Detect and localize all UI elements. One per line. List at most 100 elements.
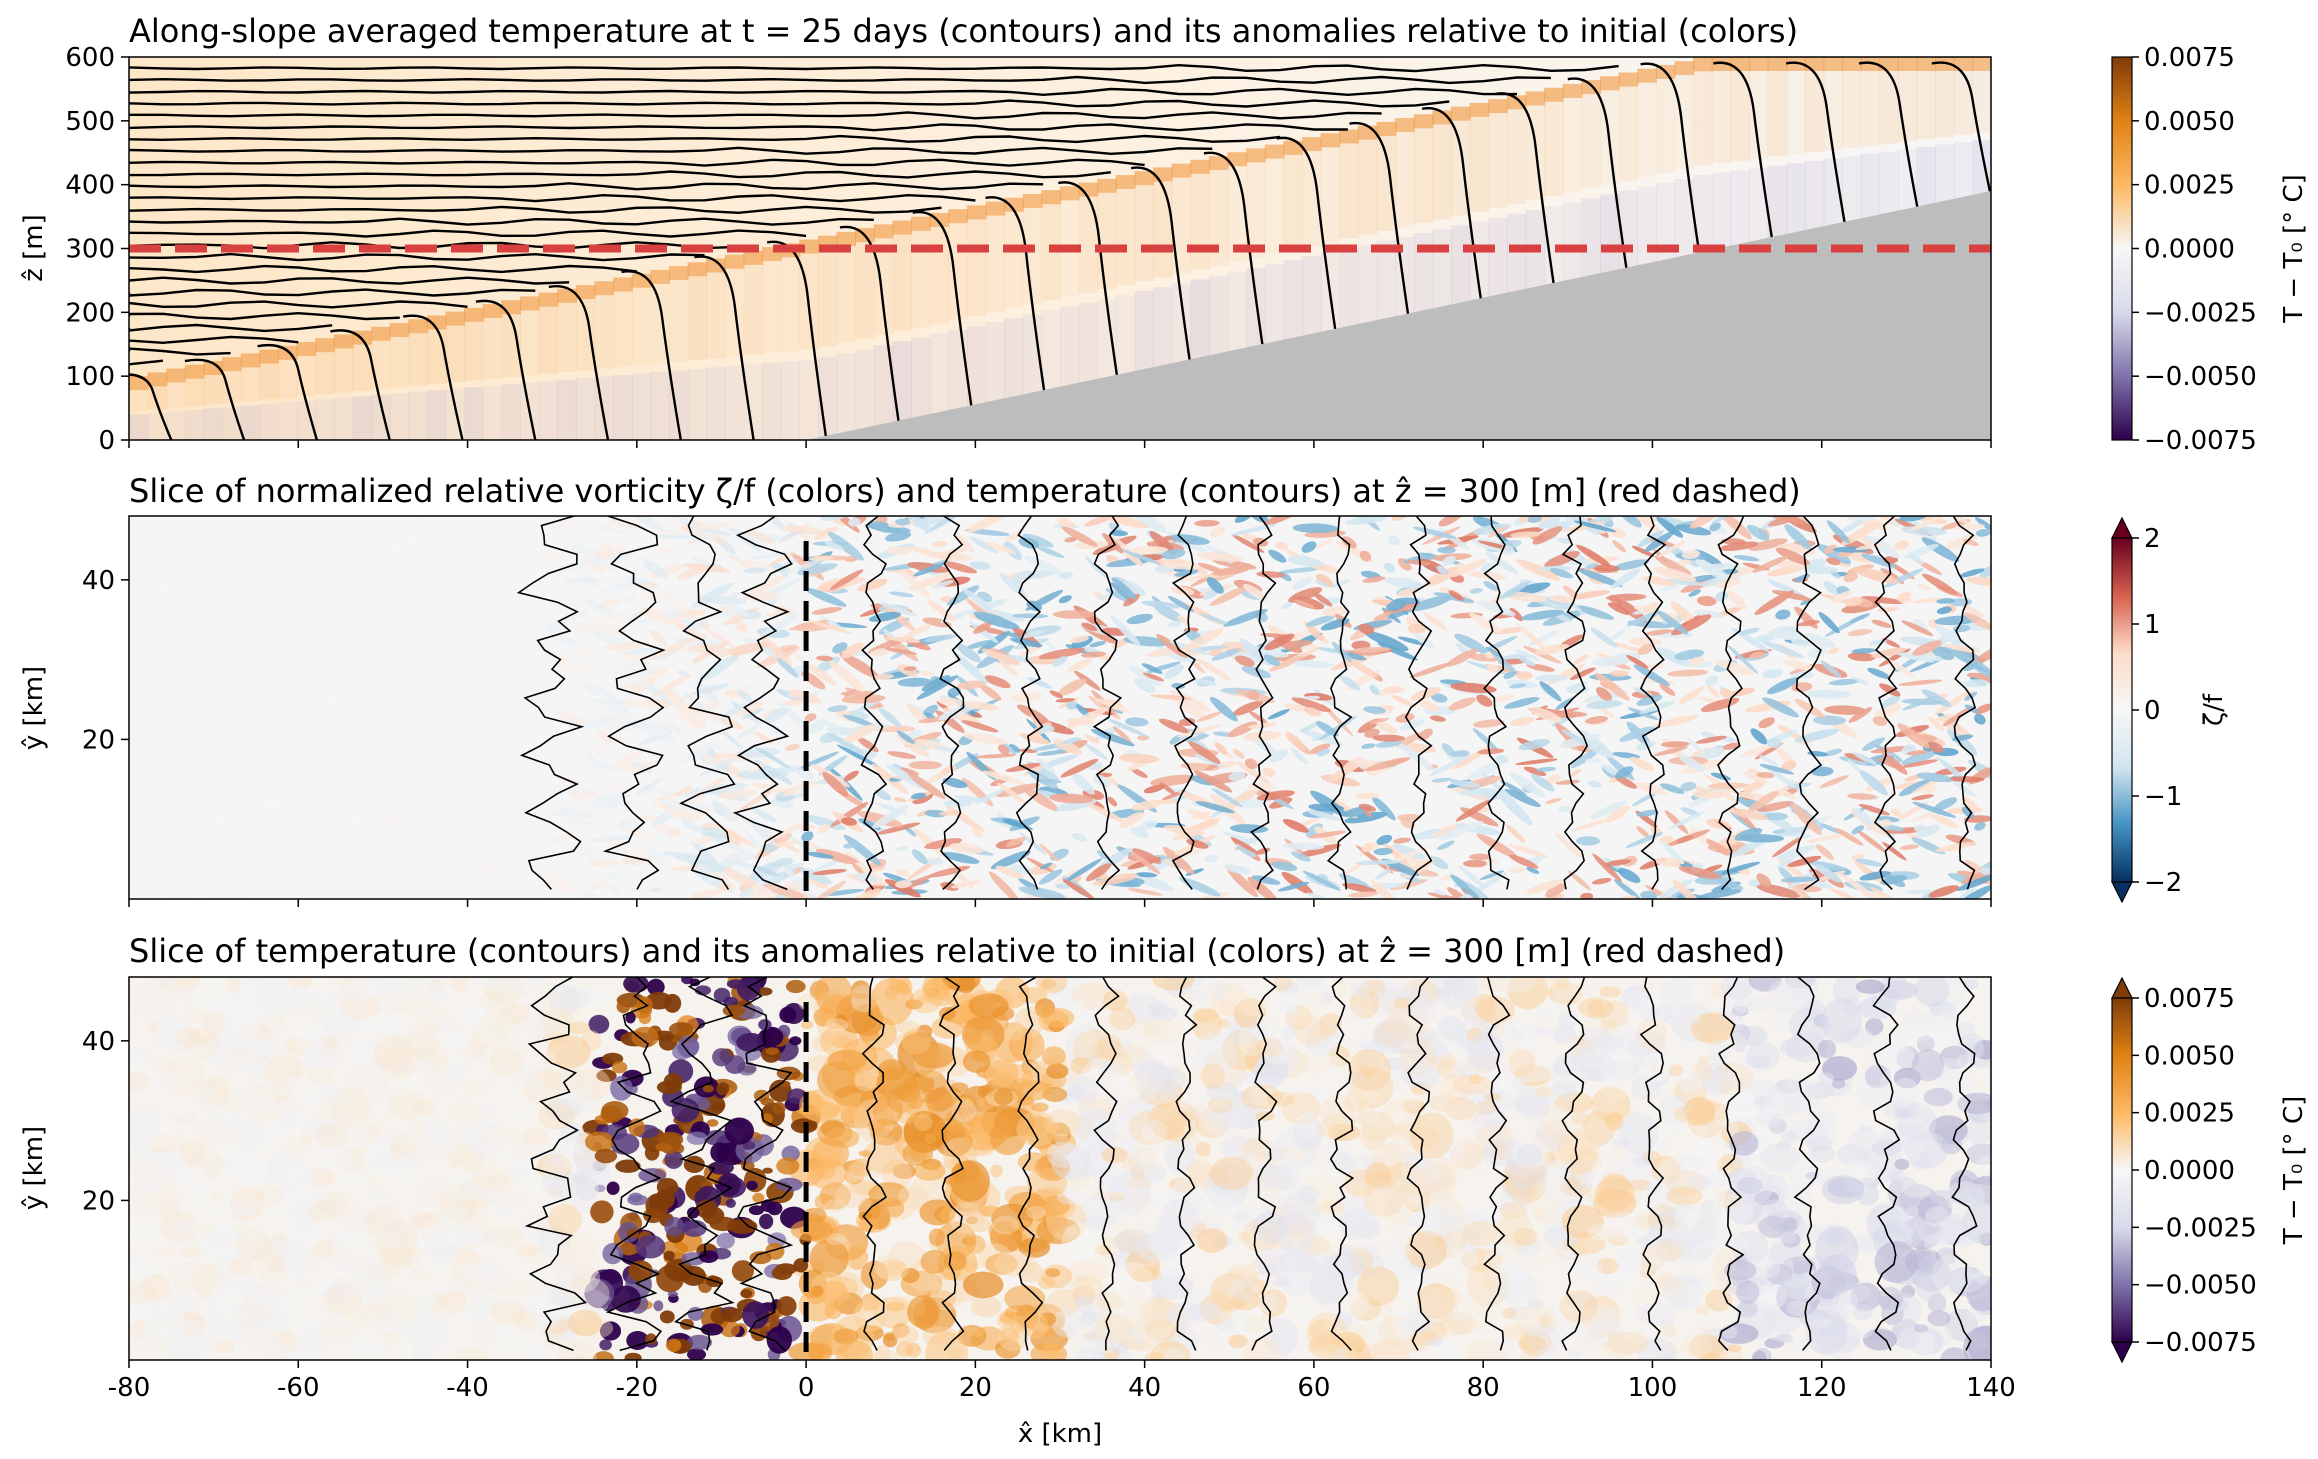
vorticity-eddy	[1695, 559, 1731, 582]
vorticity-eddy	[250, 841, 264, 847]
anomaly-blob	[560, 987, 591, 1009]
anomaly-blob	[1515, 1294, 1528, 1303]
panel-2-temperature-contours	[516, 516, 1977, 891]
anomaly-stripe-cool	[911, 337, 931, 418]
anomaly-blob	[539, 1244, 578, 1270]
vorticity-eddy	[814, 526, 839, 540]
anomaly-blob	[1534, 1002, 1557, 1020]
vorticity-eddy	[973, 621, 992, 634]
vorticity-eddy	[1024, 555, 1062, 575]
anomaly-blob	[593, 1351, 614, 1360]
vorticity-eddy	[365, 631, 397, 645]
vorticity-eddy	[811, 606, 843, 615]
vorticity-eddy	[258, 620, 286, 631]
anomaly-blob	[1208, 1168, 1228, 1183]
vorticity-eddy	[1518, 739, 1550, 751]
anomaly-stripe-cool	[1376, 240, 1397, 321]
vorticity-eddy	[176, 866, 200, 874]
temperature-contour	[129, 87, 1517, 97]
vorticity-eddy	[1858, 804, 1890, 816]
vorticity-eddy	[1505, 824, 1526, 843]
anomaly-blob	[1699, 1200, 1721, 1223]
vorticity-eddy	[1768, 516, 1800, 527]
vorticity-eddy	[376, 533, 417, 555]
anomaly-blob	[1904, 1131, 1949, 1169]
anomaly-blob	[1500, 1202, 1514, 1211]
anomaly-stripe-edge	[892, 220, 913, 235]
vorticity-eddy	[1322, 606, 1348, 617]
anomaly-stripe-cool	[389, 393, 410, 440]
anomaly-stripe-edge	[1897, 57, 1918, 71]
vorticity-eddy	[1135, 872, 1158, 878]
vorticity-eddy	[454, 705, 474, 716]
vorticity-eddy	[1759, 764, 1795, 775]
anomaly-stripe-cool	[1823, 158, 1844, 227]
vorticity-eddy	[1916, 824, 1941, 838]
vorticity-eddy	[533, 869, 577, 894]
anomaly-blob	[1398, 1087, 1422, 1110]
anomaly-stripe-cool	[1879, 151, 1899, 215]
anomaly-stripe-cool	[1022, 314, 1043, 395]
vorticity-eddy	[357, 693, 389, 707]
anomaly-blob	[235, 1224, 255, 1235]
vorticity-eddy	[1828, 887, 1866, 899]
vorticity-eddy	[832, 642, 848, 654]
anomaly-blob	[1569, 1178, 1601, 1200]
anomaly-blob	[780, 1080, 791, 1087]
anomaly-stripe-cool	[743, 364, 764, 440]
vorticity-eddy	[1739, 627, 1760, 635]
vorticity-eddy	[1153, 603, 1185, 623]
anomaly-stripe-edge	[1842, 57, 1862, 71]
vorticity-eddy	[988, 871, 1021, 899]
vorticity-eddy	[1476, 694, 1493, 707]
vorticity-eddy	[1037, 758, 1055, 774]
vorticity-eddy	[1846, 516, 1875, 522]
anomaly-blob	[599, 1321, 622, 1341]
anomaly-blob	[1322, 1240, 1356, 1266]
vorticity-eddy	[781, 525, 825, 535]
vorticity-eddy	[1177, 615, 1190, 626]
anomaly-blob	[244, 1162, 258, 1175]
vorticity-eddy	[896, 869, 910, 877]
anomaly-blob	[427, 1236, 469, 1259]
panel-2-title: Slice of normalized relative vorticity ζ…	[129, 472, 1801, 510]
vorticity-eddy	[129, 832, 155, 844]
vorticity-eddy	[676, 785, 693, 797]
vorticity-eddy	[924, 634, 957, 642]
anomaly-stripe-cool	[706, 367, 726, 440]
anomaly-blob	[1026, 1167, 1068, 1200]
vorticity-eddy	[250, 600, 280, 622]
anomaly-blob	[514, 1022, 547, 1054]
anomaly-blob	[429, 1077, 451, 1089]
vorticity-eddy	[1780, 876, 1818, 883]
vorticity-eddy	[966, 639, 993, 650]
vorticity-eddy	[1853, 567, 1899, 584]
vorticity-eddy	[622, 672, 650, 687]
vorticity-eddy	[1558, 806, 1574, 813]
anomaly-blob	[1130, 1159, 1166, 1184]
anomaly-blob	[190, 1007, 215, 1025]
anomaly-blob	[1456, 1254, 1476, 1267]
temperature-contour	[1483, 516, 1510, 890]
vorticity-eddy	[129, 640, 166, 655]
anomaly-blob	[141, 1107, 160, 1122]
anomaly-blob	[1626, 1030, 1668, 1066]
temperature-contour	[129, 323, 333, 333]
vorticity-eddy	[135, 667, 170, 679]
anomaly-blob	[1927, 1310, 1951, 1327]
anomaly-blob	[1623, 1034, 1661, 1057]
vorticity-eddy	[1510, 716, 1535, 727]
anomaly-blob	[1356, 979, 1400, 1002]
vorticity-eddy	[910, 792, 927, 800]
vorticity-eddy	[1433, 592, 1475, 603]
anomaly-blob	[1277, 981, 1299, 996]
vorticity-eddy	[1901, 750, 1937, 766]
vorticity-eddy	[514, 541, 551, 566]
vorticity-eddy	[1361, 743, 1376, 749]
vorticity-eddy	[1181, 628, 1224, 652]
vorticity-eddy	[1718, 516, 1752, 540]
vorticity-eddy	[1436, 565, 1449, 576]
vorticity-eddy	[324, 551, 363, 567]
anomaly-stripe-edge	[520, 296, 540, 311]
vorticity-eddy	[496, 532, 518, 547]
